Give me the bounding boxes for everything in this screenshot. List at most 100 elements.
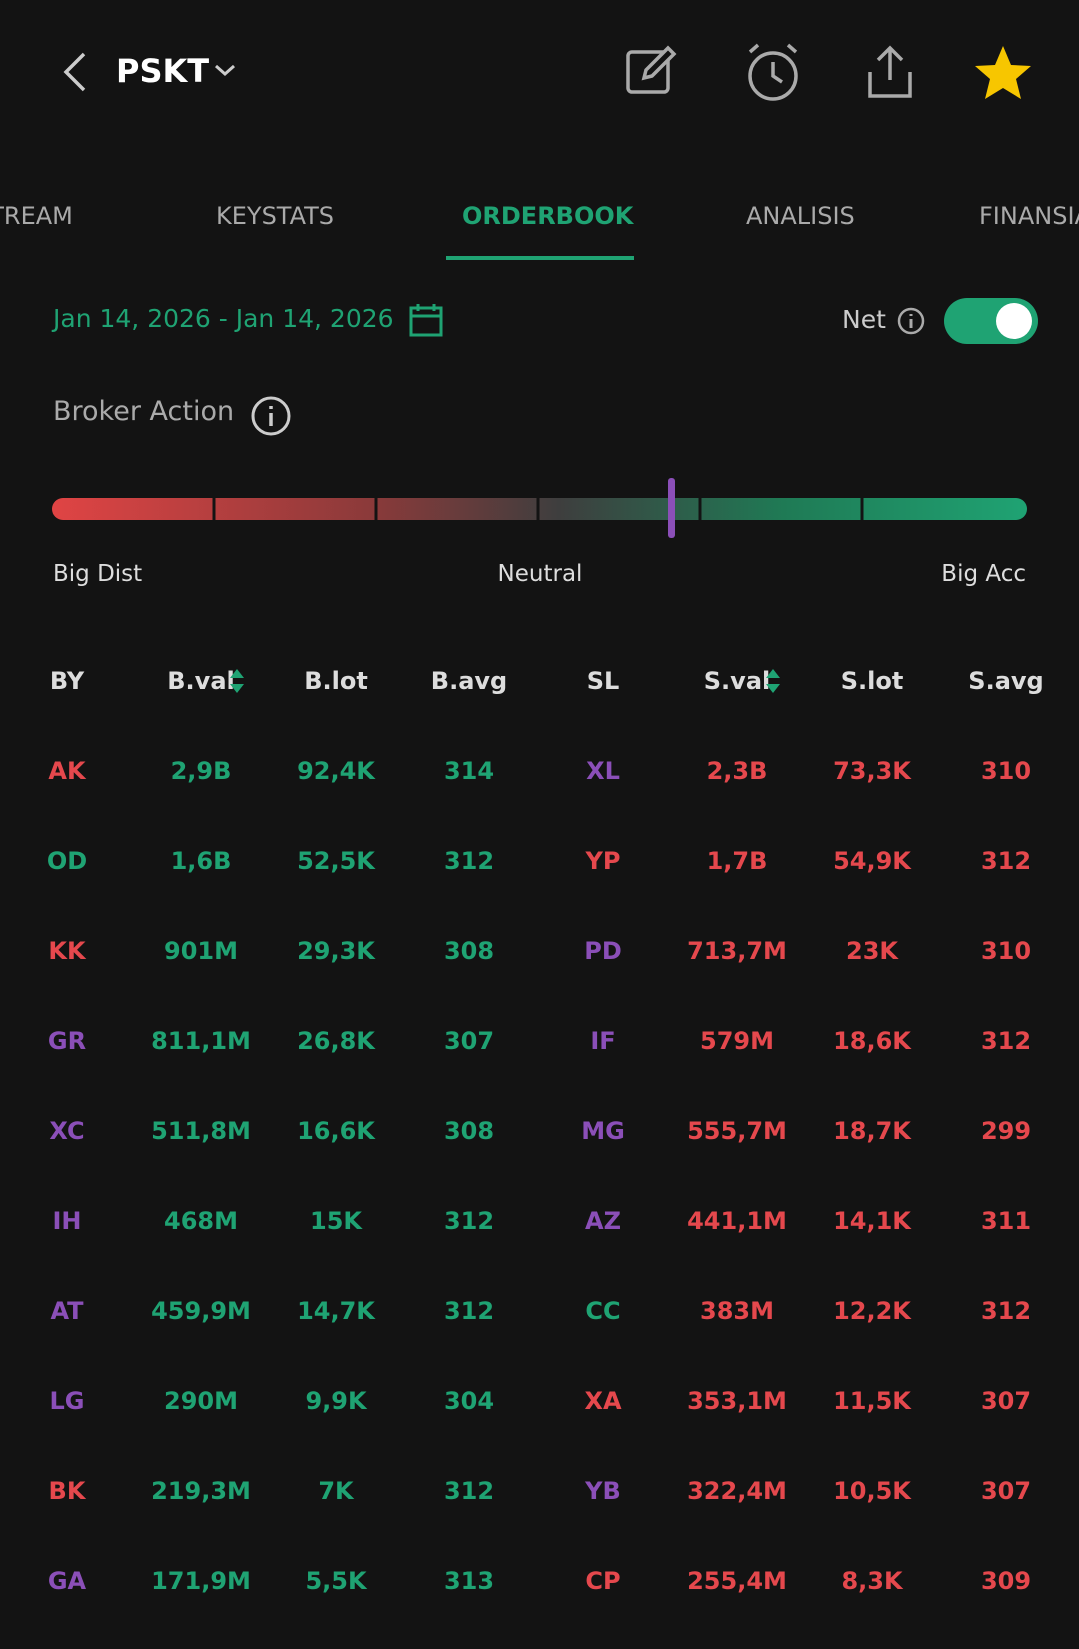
broker-action-bar [52,478,1027,538]
table-cell: 8,3K [841,1567,903,1595]
table-cell[interactable]: CP [585,1567,621,1595]
table-cell: 12,2K [833,1297,911,1325]
table-cell: 308 [443,1117,495,1145]
table-cell[interactable]: XC [49,1117,85,1145]
table-cell: 322,4M [687,1477,787,1505]
table-cell: 290M [164,1387,238,1415]
column-header: BY [49,667,85,695]
back-button[interactable] [58,50,92,94]
table-cell[interactable]: IF [590,1027,616,1055]
table-cell: 311 [980,1207,1032,1235]
table-cell[interactable]: KK [48,937,86,965]
table-cell: 14,1K [833,1207,911,1235]
table-cell[interactable]: MG [581,1117,625,1145]
table-cell[interactable]: YB [585,1477,621,1505]
table-cell[interactable]: PD [584,937,622,965]
table-cell: 1,7B [706,847,768,875]
column-header: B.avg [430,667,508,695]
date-range[interactable]: Jan 14, 2026 - Jan 14, 2026 [53,304,394,333]
table-cell: 2,9B [170,757,232,785]
table-cell: 15K [310,1207,362,1235]
table-cell: 308 [443,937,495,965]
column-header[interactable]: B.val [167,667,235,695]
table-cell[interactable]: AZ [585,1207,621,1235]
tab[interactable]: ORDERBOOK [462,202,634,230]
column-header: S.lot [840,667,904,695]
table-cell: 29,3K [297,937,375,965]
info-icon[interactable] [896,306,926,336]
net-toggle[interactable] [944,296,1038,346]
table-cell: 713,7M [687,937,787,965]
table-cell: 18,7K [833,1117,911,1145]
column-header[interactable]: S.val [703,667,771,695]
table-cell: 312 [980,847,1032,875]
column-header: S.avg [968,667,1044,695]
table-cell[interactable]: LG [49,1387,85,1415]
table-cell: 52,5K [297,847,375,875]
ticker-dropdown[interactable] [212,60,238,80]
table-cell: 579M [700,1027,774,1055]
table-cell: 307 [980,1477,1032,1505]
table-cell: 9,9K [305,1387,367,1415]
sort-icon[interactable] [765,668,781,694]
table-cell[interactable]: OD [46,847,88,875]
table-cell: 312 [443,1207,495,1235]
table-cell[interactable]: IH [52,1207,82,1235]
table-cell: 312 [443,847,495,875]
table-cell: 255,4M [687,1567,787,1595]
column-header: B.lot [304,667,368,695]
table-cell[interactable]: GR [47,1027,87,1055]
table-cell[interactable]: XL [586,757,620,785]
table-cell[interactable]: XA [584,1387,622,1415]
table-cell: 468M [164,1207,238,1235]
table-cell[interactable]: BK [48,1477,86,1505]
table-cell: 10,5K [833,1477,911,1505]
tab[interactable]: FINANSIA [979,202,1079,230]
calendar-icon[interactable] [408,302,444,338]
table-cell: 310 [980,757,1032,785]
table-cell: 18,6K [833,1027,911,1055]
table-cell: 307 [980,1387,1032,1415]
table-cell: 555,7M [687,1117,787,1145]
column-header: SL [586,667,620,695]
table-cell: 309 [980,1567,1032,1595]
net-label: Net [842,305,886,334]
table-cell: 304 [443,1387,495,1415]
table-cell: 313 [443,1567,495,1595]
table-cell: 1,6B [170,847,232,875]
table-cell: 312 [980,1297,1032,1325]
tab[interactable]: ANALISIS [746,202,855,230]
table-cell[interactable]: GA [47,1567,87,1595]
table-cell: 312 [443,1477,495,1505]
table-cell[interactable]: AK [48,757,86,785]
table-cell: 7K [318,1477,354,1505]
table-cell: 92,4K [297,757,375,785]
table-cell: 901M [164,937,238,965]
table-cell: 811,1M [151,1027,251,1055]
sort-icon[interactable] [229,668,245,694]
table-cell: 2,3B [706,757,768,785]
info-icon[interactable] [250,395,292,437]
table-cell: 14,7K [297,1297,375,1325]
table-cell[interactable]: YP [585,847,621,875]
table-cell: 11,5K [833,1387,911,1415]
table-cell: 312 [980,1027,1032,1055]
tab[interactable]: KEYSTATS [216,202,335,230]
table-cell: 312 [443,1297,495,1325]
ticker[interactable]: PSKT [116,52,210,90]
alarm-icon[interactable] [744,42,802,104]
table-cell: 73,3K [833,757,911,785]
table-cell: 441,1M [687,1207,787,1235]
table-cell[interactable]: AT [50,1297,84,1325]
table-cell: 307 [443,1027,495,1055]
edit-icon[interactable] [624,44,680,100]
favorite-star[interactable] [972,44,1034,102]
share-icon[interactable] [866,44,914,102]
table-cell: 171,9M [151,1567,251,1595]
table-cell: 383M [700,1297,774,1325]
table-cell: 26,8K [297,1027,375,1055]
scale-label: Neutral [497,561,583,587]
tab[interactable]: STREAM [0,202,73,230]
table-cell[interactable]: CC [585,1297,621,1325]
